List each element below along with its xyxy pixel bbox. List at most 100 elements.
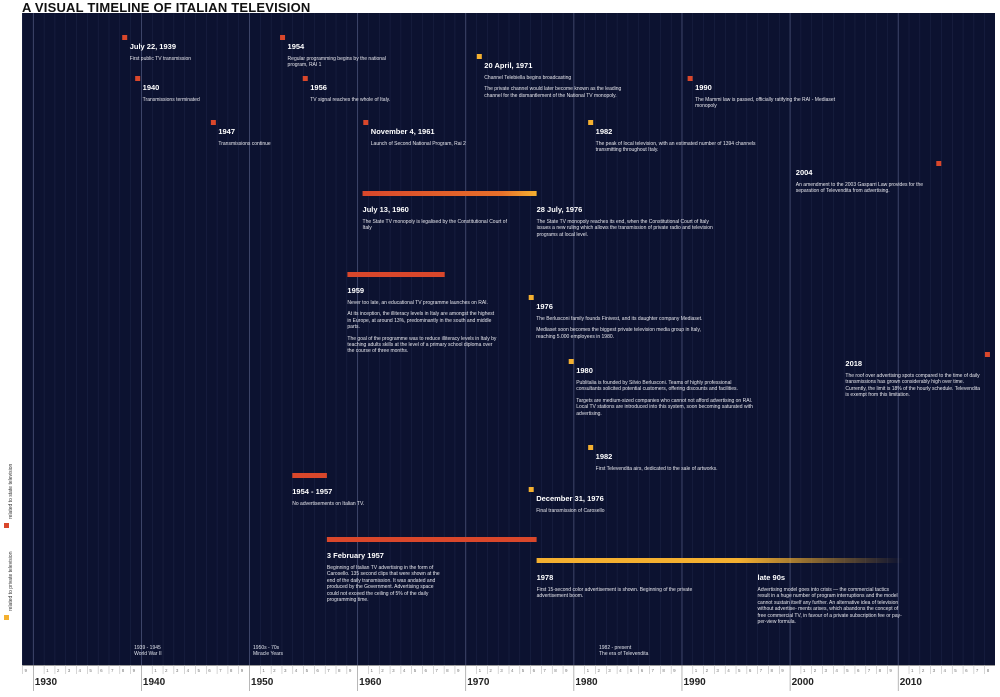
axis-minor-label: 6 bbox=[316, 668, 319, 673]
axis-minor-label: 1 bbox=[479, 668, 482, 673]
event-label: 1990 The Mammi law is passed, officially … bbox=[695, 83, 835, 115]
axis-minor-label: 4 bbox=[619, 668, 622, 673]
event-date: July 13, 1960 bbox=[362, 205, 409, 214]
event-description: First Televendita airs, dedicated to the… bbox=[595, 466, 718, 472]
period-label: 1982 - present The era of Televendita bbox=[599, 645, 648, 658]
event-description: The private channel would later become k… bbox=[484, 86, 622, 99]
axis-minor-label: 8 bbox=[338, 668, 341, 673]
axis-minor-label: 3 bbox=[284, 668, 287, 673]
axis-minor-label: 5 bbox=[197, 668, 200, 673]
event-marker bbox=[528, 487, 534, 492]
axis-minor-label: 4 bbox=[187, 668, 190, 673]
axis-minor-label: 3 bbox=[500, 668, 503, 673]
axis-minor-label: 7 bbox=[543, 668, 546, 673]
range-bar bbox=[292, 473, 327, 478]
axis-minor-label: 8 bbox=[879, 668, 882, 673]
event-marker bbox=[302, 76, 308, 81]
event-date: 1980 bbox=[576, 366, 593, 375]
axis-minor-label: 5 bbox=[306, 668, 309, 673]
period-name: World War II bbox=[134, 651, 162, 658]
event-date: 1990 bbox=[695, 83, 712, 92]
axis-minor-label: 7 bbox=[435, 668, 438, 673]
axis-minor-label: 6 bbox=[857, 668, 860, 673]
axis-minor-label: 2 bbox=[922, 668, 925, 673]
axis-minor-label: 4 bbox=[727, 668, 730, 673]
axis-minor-label: 7 bbox=[652, 668, 655, 673]
year-axis-ticks: 9 1 2 3 4 5 6 7 8 9 1 2 3 4 5 6 7 8 9 1 2 3 4 5 6 7 8 9 1 2 3 4 5 6 7 8 9 1 2 3… bbox=[22, 665, 1000, 691]
axis-minor-label: 5 bbox=[738, 668, 741, 673]
axis-minor-label: 8 bbox=[770, 668, 773, 673]
axis-minor-label: 2 bbox=[597, 668, 600, 673]
axis-minor-label: 1 bbox=[695, 668, 698, 673]
event-description: Targets are medium-sized companies who c… bbox=[576, 397, 753, 417]
axis-minor-label: 6 bbox=[208, 668, 211, 673]
axis-decade-label: 1950 bbox=[251, 677, 274, 688]
event-label: 1982 The peak of local television, with a… bbox=[596, 127, 771, 159]
event-description: Publitalia is founded by Silvio Berlusco… bbox=[576, 380, 738, 393]
axis-minor-label: 8 bbox=[987, 668, 990, 673]
event-description: Regular programming begins by the nation… bbox=[287, 56, 386, 69]
axis-minor-label: 5 bbox=[954, 668, 957, 673]
axis-minor-label: 8 bbox=[662, 668, 665, 673]
range-label: 1978 First 15-second color advertisement … bbox=[537, 573, 707, 605]
axis-minor-label: 3 bbox=[392, 668, 395, 673]
axis-minor-label: 3 bbox=[933, 668, 936, 673]
event-date: 1978 bbox=[536, 573, 554, 582]
event-label: 1982 First Televendita airs, dedicated to… bbox=[596, 452, 746, 477]
event-label: 1980 Publitalia is founded by Silvio Berl… bbox=[576, 366, 756, 422]
axis-decade-label: 1960 bbox=[359, 677, 382, 688]
axis-minor-label: 9 bbox=[133, 668, 136, 673]
period-label: 1950s - 70s Miracle Years bbox=[253, 645, 283, 658]
axis-minor-label: 9 bbox=[457, 668, 460, 673]
event-description: Transmissions continue bbox=[218, 141, 271, 147]
range-label: 28 July, 1976 The State TV monopoly reach… bbox=[537, 205, 717, 243]
axis-minor-label: 5 bbox=[846, 668, 849, 673]
event-description: The State TV monopoly reaches its end, w… bbox=[536, 219, 713, 238]
axis-minor-label: 3 bbox=[68, 668, 71, 673]
axis-minor-label: 1 bbox=[46, 668, 49, 673]
event-description: At its inception, the illiteracy levels … bbox=[347, 311, 495, 331]
event-description: Transmissions terminated bbox=[142, 97, 200, 103]
axis-decade-label: 2010 bbox=[899, 677, 922, 688]
event-date: late 90s bbox=[757, 573, 786, 582]
range-label: 1954 - 1957 No advertisements on Italian … bbox=[292, 487, 402, 512]
axis-minor-label: 9 bbox=[889, 668, 892, 673]
axis-minor-label: 1 bbox=[587, 668, 590, 673]
axis-decade-label: 2000 bbox=[791, 677, 814, 688]
axis-minor-label: 1 bbox=[262, 668, 265, 673]
axis-minor-label: 5 bbox=[89, 668, 92, 673]
axis-minor-label: 1 bbox=[154, 668, 157, 673]
range-bar bbox=[347, 272, 445, 277]
event-description: The goal of the programme was to reduce … bbox=[347, 335, 497, 355]
event-description: The Mammi law is passed, officially rati… bbox=[695, 97, 836, 110]
axis-minor-label: 3 bbox=[176, 668, 179, 673]
event-description: Advertising model goes into crisis — the… bbox=[757, 587, 902, 626]
event-date: 1982 bbox=[595, 127, 613, 136]
event-label: 1976 The Berlusconi family founds Finives… bbox=[536, 302, 716, 345]
event-marker bbox=[476, 54, 482, 59]
event-label: 2004 An amendment to the 2003 Gasparri La… bbox=[796, 168, 936, 200]
timeline-chart: July 22, 1939 First public TV transmissio… bbox=[22, 13, 995, 665]
event-description: Never too late, an educational TV progra… bbox=[347, 300, 488, 306]
axis-minor-label: 4 bbox=[511, 668, 514, 673]
axis-minor-label: 2 bbox=[489, 668, 492, 673]
event-marker bbox=[687, 76, 693, 81]
event-label: November 4, 1961 Launch of Second Nationa… bbox=[371, 127, 511, 152]
axis-minor-label: 3 bbox=[608, 668, 611, 673]
axis-minor-label: 4 bbox=[835, 668, 838, 673]
period-range: 1950s - 70s bbox=[253, 645, 280, 651]
axis-minor-label: 5 bbox=[414, 668, 417, 673]
axis-minor-label: 2 bbox=[381, 668, 384, 673]
axis-minor-label: 7 bbox=[219, 668, 222, 673]
axis-minor-label: 7 bbox=[976, 668, 979, 673]
year-axis: 9 1 2 3 4 5 6 7 8 9 1 2 3 4 5 6 7 8 9 1 2 3 4 5 6 7 8 9 1 2 3 4 5 6 7 8 9 1 2 3… bbox=[22, 665, 1000, 692]
axis-minor-label: 1 bbox=[370, 668, 373, 673]
event-label: 1954 Regular programming begins by the na… bbox=[288, 42, 398, 74]
event-marker bbox=[363, 120, 369, 125]
legend-swatch-private bbox=[4, 615, 9, 620]
axis-minor-label: 5 bbox=[630, 668, 633, 673]
period-name: Miracle Years bbox=[253, 651, 284, 658]
event-date: 1940 bbox=[142, 83, 160, 92]
axis-minor-label: 2 bbox=[706, 668, 709, 673]
event-marker bbox=[984, 352, 990, 357]
